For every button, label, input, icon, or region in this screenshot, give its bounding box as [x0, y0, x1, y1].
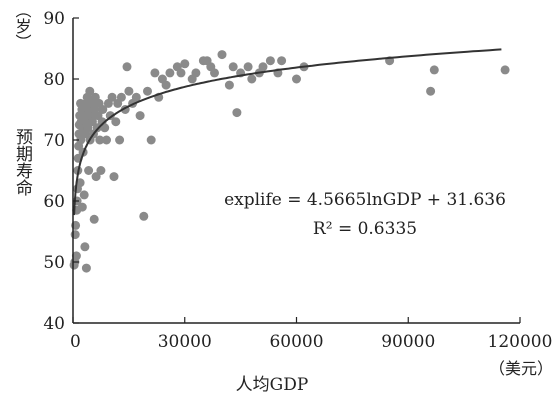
data-point: [80, 242, 90, 252]
data-point: [258, 62, 268, 72]
data-points: [69, 50, 510, 273]
y-axis-title: 预期寿命: [12, 128, 33, 196]
data-point: [247, 74, 257, 84]
data-point: [180, 59, 190, 69]
data-point: [161, 80, 171, 90]
data-point: [91, 172, 101, 182]
data-point: [70, 230, 80, 240]
data-point: [292, 74, 301, 84]
data-point: [79, 190, 89, 200]
y-tick-label: 60: [43, 192, 65, 212]
y-axis-unit: （岁）: [13, 2, 32, 50]
data-point: [81, 263, 91, 273]
data-point: [71, 251, 81, 261]
data-point: [102, 135, 111, 145]
x-axis-ticks: 0 30000 60000 90000 120000: [70, 317, 552, 352]
data-point: [146, 135, 156, 145]
x-axis-unit: （美元）: [489, 359, 553, 378]
data-point: [191, 68, 201, 78]
data-point: [429, 65, 439, 75]
data-point: [232, 108, 242, 118]
data-point: [426, 86, 436, 96]
data-point: [89, 214, 99, 224]
data-point: [228, 62, 238, 72]
data-point: [210, 68, 219, 78]
data-point: [122, 62, 132, 72]
y-tick-label: 40: [43, 314, 65, 334]
data-point: [98, 105, 108, 114]
x-tick-label: 0: [70, 332, 81, 352]
data-point: [96, 166, 106, 175]
x-tick-label: 60000: [269, 332, 323, 352]
data-point: [265, 56, 275, 66]
data-point: [165, 68, 175, 78]
data-point: [124, 86, 134, 96]
data-point: [176, 68, 186, 78]
trendline: [73, 48, 502, 216]
data-point: [150, 68, 160, 78]
data-point: [77, 202, 87, 212]
x-axis-title: 人均GDP: [236, 375, 309, 395]
data-point: [92, 123, 102, 133]
data-point: [139, 211, 149, 221]
y-tick-label: 50: [43, 253, 65, 273]
data-point: [111, 117, 121, 127]
data-point: [85, 86, 95, 96]
x-tick-label: 120000: [488, 332, 553, 352]
r-squared-label: R² = 0.6335: [313, 219, 417, 239]
data-point: [107, 92, 117, 102]
y-tick-label: 90: [43, 9, 65, 29]
data-point: [105, 111, 115, 121]
x-tick-label: 30000: [158, 332, 212, 352]
data-point: [95, 135, 105, 145]
y-tick-label: 80: [43, 70, 65, 90]
x-tick-label: 90000: [381, 332, 435, 352]
data-point: [243, 62, 253, 72]
data-point: [217, 50, 227, 60]
data-point: [109, 172, 119, 182]
data-point: [143, 86, 152, 96]
data-point: [131, 92, 141, 102]
data-point: [87, 117, 97, 127]
y-tick-label: 70: [43, 131, 65, 151]
data-point: [115, 135, 125, 145]
regression-equation: explife = 4.5665lnGDP + 31.636: [224, 190, 506, 210]
data-point: [277, 56, 287, 66]
data-point: [100, 123, 110, 133]
data-point: [116, 92, 126, 102]
y-axis-ticks: 40 50 60 70 80 90: [43, 9, 79, 334]
data-point: [84, 166, 94, 175]
data-point: [135, 111, 145, 121]
data-point: [224, 80, 234, 90]
data-point: [500, 65, 510, 75]
